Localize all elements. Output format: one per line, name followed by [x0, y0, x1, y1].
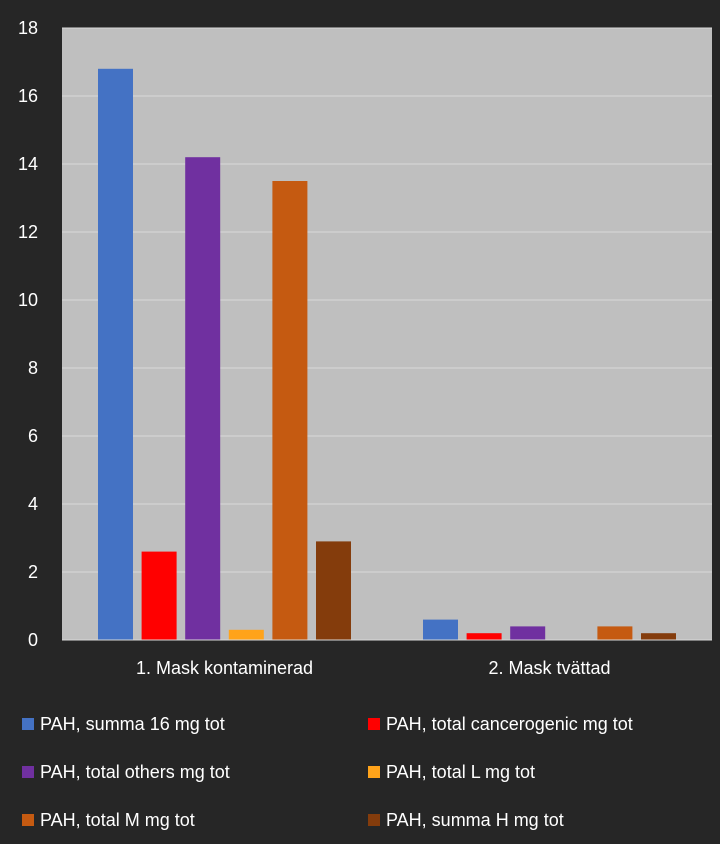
legend-swatch — [22, 766, 34, 778]
legend-item: PAH, total M mg tot — [22, 796, 368, 844]
y-axis-ticks: 0 2 4 6 8 10 12 14 16 18 — [18, 18, 38, 650]
legend-item: PAH, summa 16 mg tot — [22, 700, 368, 748]
legend-item: PAH, total others mg tot — [22, 748, 368, 796]
y-tick-label: 12 — [18, 222, 38, 242]
legend-swatch — [368, 814, 380, 826]
legend-label: PAH, summa 16 mg tot — [40, 713, 225, 734]
bar-2-kontaminerad — [141, 551, 177, 640]
legend-swatch — [368, 766, 380, 778]
legend-label: PAH, total M mg tot — [40, 809, 195, 830]
legend-swatch — [368, 718, 380, 730]
x-axis-categories: 1. Mask kontaminerad 2. Mask tvättad — [136, 658, 611, 678]
bar-6-tvattad — [641, 633, 676, 640]
legend-item: PAH, summa H mg tot — [368, 796, 712, 844]
bar-3-kontaminerad — [185, 157, 221, 640]
bar-2-tvattad — [466, 633, 502, 640]
gridlines — [62, 27, 712, 573]
legend: PAH, summa 16 mg tot PAH, total canceroge… — [22, 700, 712, 844]
bar-1-kontaminerad — [98, 68, 133, 641]
bar-6-kontaminerad — [316, 541, 351, 640]
legend-swatch — [22, 718, 34, 730]
bar-5-tvattad — [597, 626, 633, 640]
bars — [98, 68, 676, 641]
y-tick-label: 4 — [28, 494, 38, 514]
x-category-label: 2. Mask tvättad — [488, 658, 610, 678]
bar-4-kontaminerad — [228, 629, 264, 640]
bar-chart: 0 2 4 6 8 10 12 14 16 18 1. Mask kontaminerad 2. M… — [18, 18, 712, 678]
plot-area — [62, 28, 712, 640]
y-tick-label: 2 — [28, 562, 38, 582]
y-tick-label: 6 — [28, 426, 38, 446]
legend-label: PAH, total cancerogenic mg tot — [386, 713, 633, 734]
y-tick-label: 18 — [18, 18, 38, 38]
legend-item: PAH, total cancerogenic mg tot — [368, 700, 712, 748]
bar-3-tvattad — [510, 626, 546, 640]
legend-label: PAH, total others mg tot — [40, 761, 230, 782]
x-category-label: 1. Mask kontaminerad — [136, 658, 313, 678]
bar-1-tvattad — [423, 619, 458, 640]
y-tick-label: 14 — [18, 154, 38, 174]
y-tick-label: 8 — [28, 358, 38, 378]
y-tick-label: 10 — [18, 290, 38, 310]
legend-label: PAH, total L mg tot — [386, 761, 536, 782]
legend-item: PAH, total L mg tot — [368, 748, 712, 796]
y-tick-label: 16 — [18, 86, 38, 106]
legend-swatch — [22, 814, 34, 826]
legend-label: PAH, summa H mg tot — [386, 809, 564, 830]
y-tick-label: 0 — [28, 630, 38, 650]
bar-5-kontaminerad — [272, 181, 308, 640]
